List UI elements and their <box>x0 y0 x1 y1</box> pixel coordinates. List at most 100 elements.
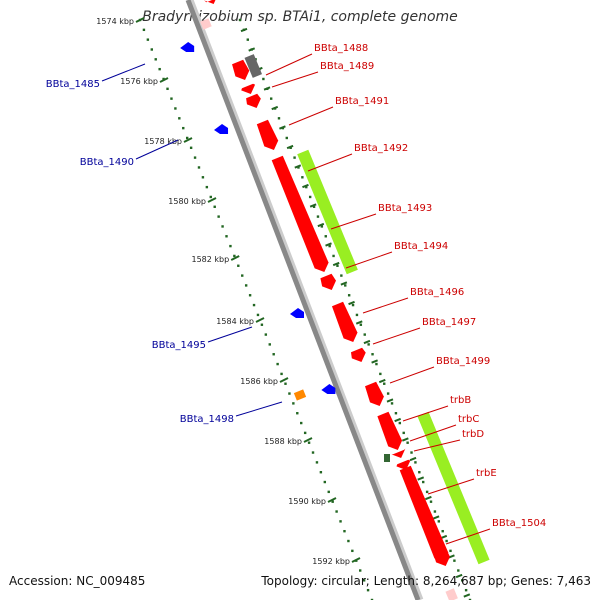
ruler-dot-inner <box>174 107 177 110</box>
ruler-dot-outer <box>437 520 441 523</box>
ruler-dot-outer <box>344 284 347 287</box>
ruler-dot-inner <box>335 510 338 513</box>
ruler-dot-inner <box>217 215 220 218</box>
ruler-dot-inner <box>201 176 205 179</box>
forward-leader-line <box>445 528 491 545</box>
ruler-dot-inner <box>244 284 248 287</box>
ruler-dot-inner <box>347 539 350 543</box>
reverse-leader-line <box>235 401 283 417</box>
ruler-dot-outer <box>238 18 242 22</box>
forward-gene <box>331 301 358 342</box>
ruler-tick-label: 1580 kbp <box>168 197 206 206</box>
ruler-dot-outer <box>332 254 335 258</box>
ruler-dot-outer <box>414 461 417 464</box>
ruler-dot-inner <box>252 303 256 307</box>
ruler-dot-outer <box>262 77 265 81</box>
ruler-dot-outer <box>312 205 316 208</box>
forward-leader-line <box>402 405 449 422</box>
ruler-dot-outer <box>336 264 339 267</box>
forward-gene-label: BBta_1496 <box>410 287 464 298</box>
ruler-tick-label: 1590 kbp <box>288 497 326 506</box>
ruler-tick-label: 1576 kbp <box>120 77 158 86</box>
ruler-tick-label: 1578 kbp <box>144 137 182 146</box>
ruler-tick-label: 1588 kbp <box>264 437 302 446</box>
forward-gene-label: BBta_1492 <box>354 143 408 154</box>
ruler-dot-inner <box>319 471 323 474</box>
ruler-dot-inner <box>276 362 279 366</box>
ruler-dot-outer <box>371 353 374 356</box>
ruler-dot-inner <box>248 294 252 297</box>
topology-label: Topology: circular; Length: 8,264,687 bp… <box>261 574 591 588</box>
forward-leader-line <box>271 71 319 88</box>
ruler-dot-outer <box>305 185 308 189</box>
ruler-dot-inner <box>362 579 366 582</box>
ruler-dot-inner <box>307 441 311 444</box>
ruler-dash-outer <box>294 164 302 169</box>
reverse-leader-line <box>135 139 179 160</box>
ruler-tick <box>327 497 337 503</box>
ruler-dot-inner <box>288 392 291 395</box>
ruler-dot-inner <box>264 333 268 336</box>
ruler-tick <box>183 137 193 143</box>
ruler-dot-inner <box>296 412 299 415</box>
ruler-dot-inner <box>366 588 370 592</box>
ruler-dot-inner <box>339 520 342 523</box>
ruler-dot-inner <box>221 225 224 228</box>
reverse-gene-label: BBta_1498 <box>180 414 234 425</box>
ruler-dot-inner <box>359 569 362 572</box>
forward-leader-line <box>427 478 475 495</box>
ruler-dot-outer <box>441 529 444 533</box>
forward-gene <box>256 119 279 150</box>
ruler-dot-outer <box>402 431 405 435</box>
ruler-dot-inner <box>272 353 275 356</box>
ruler-dot-inner <box>315 461 319 464</box>
ruler-dot-inner <box>213 205 216 208</box>
forward-gene <box>391 448 406 458</box>
ruler-dot-outer <box>457 569 460 572</box>
forward-gene-label: BBta_1489 <box>320 61 374 72</box>
reverse-gene-label: BBta_1490 <box>80 157 134 168</box>
ruler-dash-outer <box>348 300 355 306</box>
ruler-dot-outer <box>297 166 300 169</box>
ruler-dot-inner <box>343 529 346 533</box>
forward-leader-line <box>330 213 377 230</box>
reverse-gene <box>180 42 195 52</box>
ruler-dash-outer <box>386 398 394 403</box>
ruler-tick-label: 1586 kbp <box>240 377 278 386</box>
ruler-dot-outer <box>425 490 429 494</box>
reverse-gene <box>289 308 304 318</box>
ruler-tick <box>351 557 361 563</box>
forward-gene <box>430 539 450 566</box>
ruler-dot-outer <box>355 313 359 317</box>
ruler-dot-inner <box>193 156 197 159</box>
ruler-dash-outer <box>355 320 363 325</box>
pseudo-gene <box>244 54 263 78</box>
ruler-dot-outer <box>320 225 324 228</box>
ruler-dash-outer <box>394 417 402 423</box>
ruler-dash-outer <box>286 144 294 150</box>
ruler-dot-inner <box>237 264 240 267</box>
ruler-dot-inner <box>162 77 165 81</box>
operon-bar-upper <box>297 149 358 275</box>
forward-gene <box>365 381 384 406</box>
ruler-dot-inner <box>142 28 146 32</box>
ruler-dash-outer <box>317 222 325 228</box>
ruler-dot-inner <box>189 146 193 149</box>
forward-gene <box>204 0 216 4</box>
ruler-dot-inner <box>351 549 354 553</box>
ruler-dot-outer <box>363 333 366 336</box>
forward-leader-line <box>389 366 435 384</box>
ruler-dot-inner <box>292 402 295 405</box>
forward-leader-line <box>362 297 409 314</box>
ruler-tick-label: 1582 kbp <box>191 255 229 264</box>
ruler-dot-outer <box>246 38 249 41</box>
forward-gene <box>241 83 256 94</box>
ruler-dash-outer <box>463 593 471 598</box>
forward-leader-line <box>307 153 353 172</box>
reverse-leader-line <box>207 326 253 343</box>
ruler-dash-outer <box>417 476 425 481</box>
ruler-dot-inner <box>209 195 212 199</box>
ruler-dot-inner <box>233 254 236 258</box>
ruler-dot-inner <box>300 421 303 425</box>
